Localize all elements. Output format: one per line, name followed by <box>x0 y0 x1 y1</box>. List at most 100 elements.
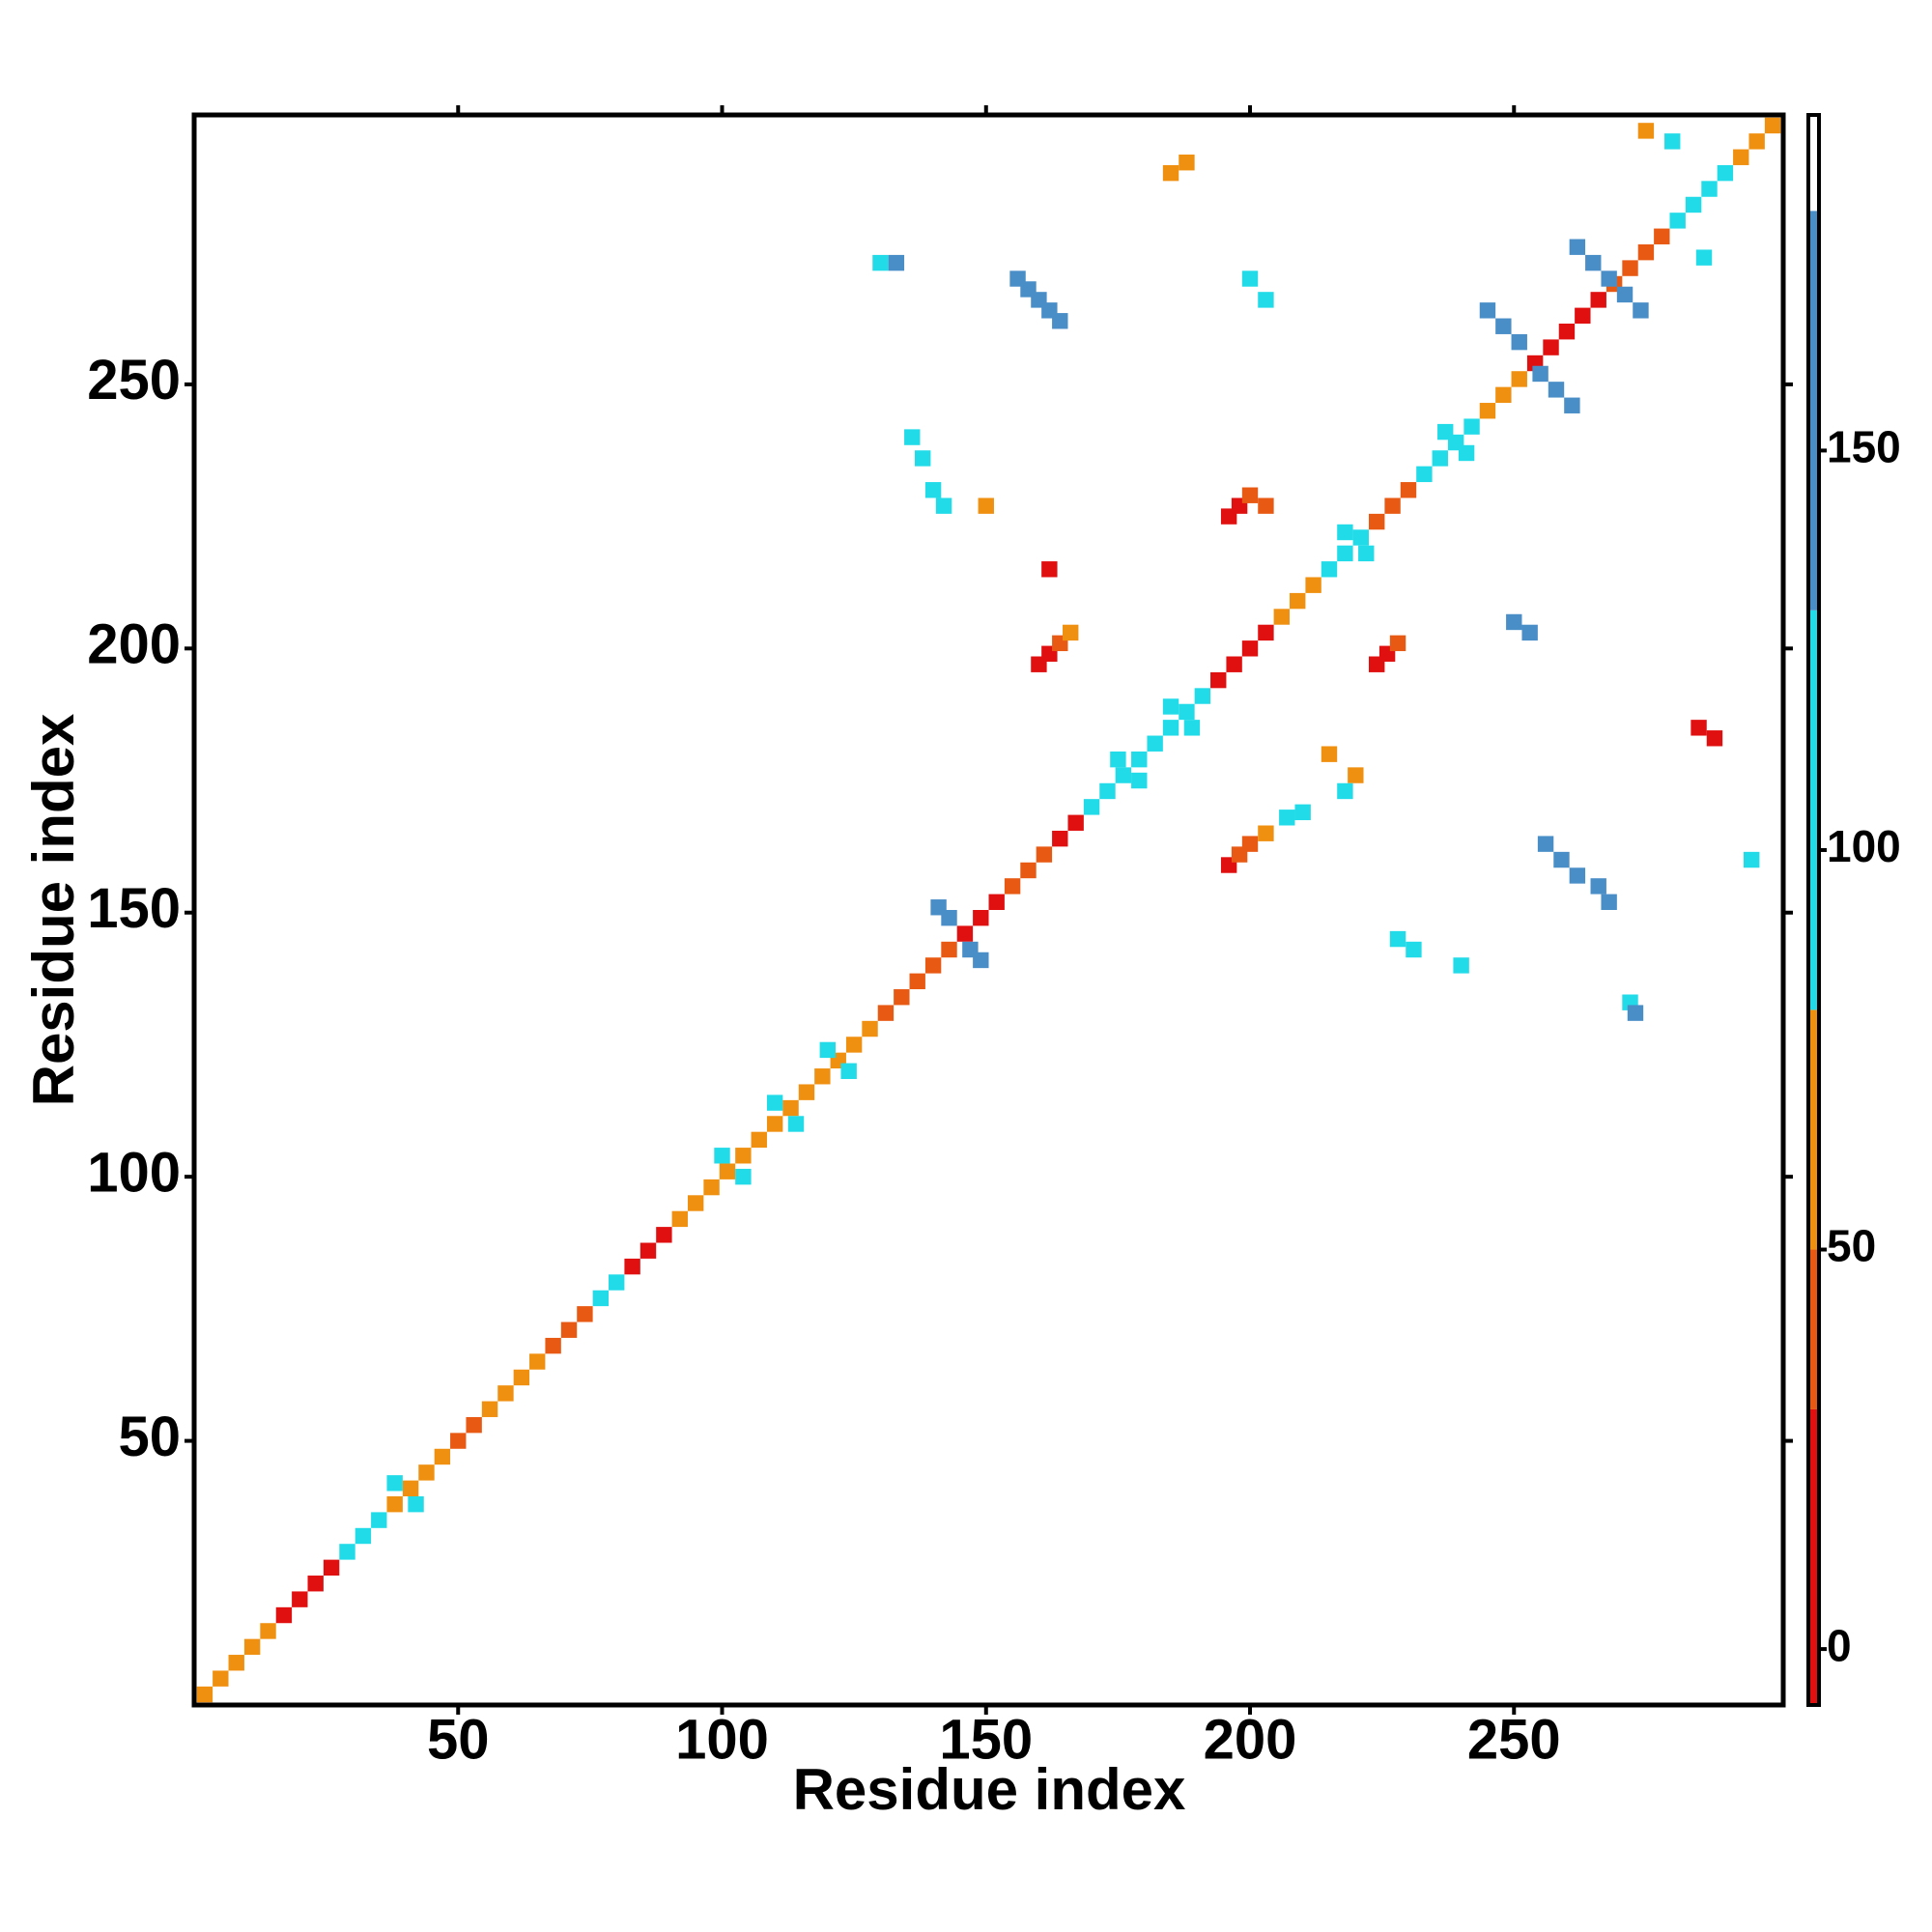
heatmap-cell <box>1637 123 1655 139</box>
heatmap-cell <box>1389 635 1406 652</box>
heatmap-cell <box>1764 117 1781 134</box>
heatmap-cell <box>1575 307 1591 325</box>
heatmap-cell <box>1654 228 1670 244</box>
heatmap-cell <box>1294 804 1311 821</box>
heatmap-cell <box>1495 386 1512 404</box>
heatmap-cell <box>1511 371 1527 387</box>
heatmap-cell <box>766 1094 783 1111</box>
heatmap-cell <box>1590 878 1606 895</box>
heatmap-cell <box>513 1369 530 1386</box>
heatmap-cell <box>1004 878 1021 895</box>
heatmap-cell <box>1279 810 1295 826</box>
x-tick-label: 50 <box>427 1708 490 1771</box>
heatmap-cell <box>1543 339 1559 355</box>
heatmap-cell <box>560 1321 578 1338</box>
colorbar-band <box>1808 1009 1819 1250</box>
heatmap-cell <box>408 1495 424 1513</box>
heatmap-cell <box>751 1131 767 1149</box>
heatmap-cell <box>1241 836 1259 852</box>
heatmap-cell <box>466 1416 482 1434</box>
heatmap-cell <box>1748 133 1765 150</box>
heatmap-cell <box>1669 213 1686 229</box>
heatmap-cell <box>592 1290 610 1307</box>
colorbar-band <box>1808 211 1819 611</box>
heatmap-cell <box>1241 640 1259 657</box>
heatmap-cell <box>956 925 974 942</box>
heatmap-cell <box>609 1274 625 1291</box>
heatmap-cell <box>1637 243 1655 261</box>
heatmap-cell <box>1453 957 1469 974</box>
colorbar-band <box>1808 610 1819 1010</box>
heatmap-cell <box>243 1638 261 1656</box>
heatmap-cell <box>656 1227 672 1243</box>
colorbar-tick-label: 150 <box>1827 422 1901 472</box>
heatmap-cell <box>418 1464 435 1481</box>
heatmap-cell <box>1368 513 1385 530</box>
heatmap-cell <box>787 1116 805 1132</box>
heatmap-cell <box>1437 423 1454 440</box>
heatmap-cell <box>1115 767 1132 783</box>
heatmap-cell <box>1717 164 1734 182</box>
heatmap-cell <box>1052 830 1068 847</box>
heatmap-cell <box>1041 561 1058 578</box>
heatmap-cell <box>1226 656 1242 672</box>
heatmap-cell <box>1131 772 1148 789</box>
heatmap-cell <box>904 429 921 445</box>
plot-frame <box>191 112 1786 1708</box>
heatmap-cell <box>1590 292 1606 308</box>
heatmap-cell <box>703 1179 720 1196</box>
heatmap-cell <box>196 1686 213 1703</box>
heatmap-cell <box>1337 524 1353 541</box>
heatmap-cell <box>888 254 905 271</box>
y-tick-label: 200 <box>87 613 181 676</box>
heatmap-cell <box>941 941 957 958</box>
heatmap-cell <box>1695 249 1713 266</box>
heatmap-cell <box>1564 397 1580 413</box>
colorbar-tick-label: 50 <box>1827 1221 1876 1271</box>
y-axis-label: Residue index <box>21 714 86 1107</box>
heatmap-cell <box>1479 302 1496 319</box>
heatmap-cell <box>1511 333 1527 351</box>
heatmap-cell <box>1389 930 1406 948</box>
heatmap-cell <box>1690 720 1707 736</box>
heatmap-cell <box>719 1163 736 1179</box>
heatmap-cell <box>323 1559 340 1577</box>
heatmap-cell <box>545 1337 561 1354</box>
heatmap-cell <box>914 450 931 467</box>
heatmap-cell <box>1432 450 1448 467</box>
heatmap-cell <box>1179 703 1195 721</box>
y-tick-label: 50 <box>118 1406 181 1468</box>
heatmap-cell <box>1633 302 1649 319</box>
heatmap-cell <box>1706 730 1723 747</box>
heatmap-cell <box>1458 444 1475 462</box>
heatmap-cell <box>371 1512 387 1528</box>
heatmap-cell <box>862 1020 878 1037</box>
heatmap-cell <box>1258 825 1274 841</box>
heatmap-cell <box>782 1099 799 1117</box>
y-tick-label: 150 <box>87 877 181 940</box>
heatmap-cell <box>894 989 910 1006</box>
heatmap-cell <box>292 1591 308 1607</box>
heatmap-cell <box>1083 799 1100 815</box>
heatmap-cell <box>941 910 957 926</box>
heatmap-cell <box>228 1655 244 1671</box>
heatmap-cell <box>1537 836 1554 852</box>
heatmap-cell <box>1406 941 1422 958</box>
heatmap-cell <box>1400 482 1417 498</box>
heatmap-cell <box>1305 577 1321 593</box>
heatmap-cell <box>1290 592 1306 610</box>
heatmap-cell <box>1622 260 1638 276</box>
heatmap-cell <box>1020 862 1037 879</box>
heatmap-cell <box>624 1258 640 1275</box>
heatmap-cell <box>1258 497 1274 514</box>
heatmap-cell <box>1337 545 1353 562</box>
heatmap-cell <box>639 1242 657 1259</box>
y-tick-label: 250 <box>87 349 181 412</box>
colorbar-band <box>1808 1408 1819 1705</box>
heatmap-cell <box>1321 561 1338 578</box>
x-tick-label: 100 <box>675 1708 769 1771</box>
heatmap-cell <box>1179 155 1195 171</box>
heatmap-cell <box>1063 624 1079 641</box>
heatmap-cell <box>1258 624 1274 641</box>
